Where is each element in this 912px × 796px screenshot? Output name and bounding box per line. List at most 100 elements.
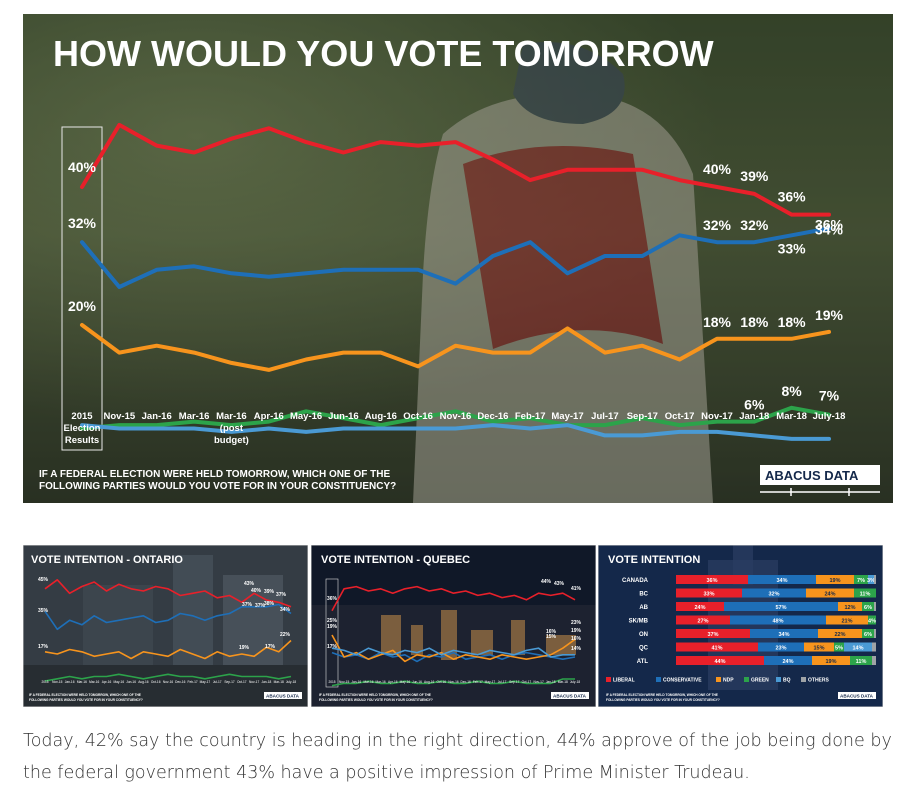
data-label-conservative-18: 32% [740,217,769,233]
bar-value-label: 6% [864,632,872,638]
x-tick-label: Nov-16 [163,680,174,684]
data-label: 37% [276,592,287,598]
regions-legend: LIBERAL CONSERVATIVE NDP GREEN BQ OTHERS [606,677,830,684]
x-tick-label: Mar-18 [274,680,284,684]
legend-swatch-others [801,677,806,682]
ontario-plot-area: 2015 Nov-15 Jan-16 Mar-16 Mar-16 Apr-16 May-16… [38,577,296,684]
data-label-liberal-18: 39% [740,168,769,184]
bar-bq [844,642,872,652]
bar-ndp [818,629,862,638]
data-label: 17% [327,644,338,650]
legend-label: CONSERVATIVE [663,678,702,684]
data-label: 16% [571,636,582,642]
data-label-green-20: 7% [819,388,840,404]
data-label: 45% [38,577,49,583]
liberal-line [80,122,831,217]
x-tick-label: Jan-16 [351,680,361,684]
liberal-line [331,585,576,612]
bar-others [874,575,876,584]
data-label-liberal-19: 36% [778,189,807,205]
data-label: 25% [327,618,338,624]
x-tick-label: Mar-16 [376,680,386,684]
svg-text:ABACUS DATA: ABACUS DATA [765,468,859,483]
data-label-ndp-18: 18% [740,314,769,330]
bar-ndp [812,656,850,665]
region-label: CANADA [622,578,649,584]
main-footnote-line2: FOLLOWING PARTIES WOULD YOU VOTE FOR IN … [39,481,396,492]
region-label: ATL [637,659,649,665]
x-tick-label: Mar-16 [363,680,373,684]
x-tick-label: Mar-18 [558,680,568,684]
legend-swatch-bq [776,677,781,682]
data-label: 19% [571,628,582,634]
data-label-green-19: 8% [781,383,802,399]
bar-liberal [676,615,730,625]
x-tick-label: Jun-16 [126,680,136,684]
ontario-footnote-line2: FOLLOWING PARTIES WOULD YOU VOTE FOR IN … [29,698,143,702]
regions-bars: CANADA 36% 34% 19% 7% 3% BC 33% 32% 24% 11% AB 24% 57… [622,575,876,665]
bar-value-label: 44% [714,659,725,665]
main-plot-area: 40% 40% 39% 36% 36% 32% 32% 32% 33% 34% 20% 18% 18% 1… [68,122,844,441]
x-tick-label: Nov-15 [52,680,63,684]
data-label: 43% [244,581,255,587]
data-label-liberal-17: 40% [703,161,732,177]
bar-value-label: 24% [824,591,835,597]
svg-text:ABACUS DATA: ABACUS DATA [266,694,300,699]
bar-value-label: 19% [825,659,836,665]
data-label-green-18: 6% [744,397,765,413]
legend-label: BQ [783,678,791,684]
bar-others [872,642,876,652]
x-tick-label: Oct-16 [151,680,161,684]
conservative-line [44,603,292,631]
data-label: 17% [38,644,49,650]
bar-liberal [676,575,748,584]
bar-liberal [676,602,724,611]
bar-ndp [838,602,862,611]
bar-value-label: 34% [778,632,789,638]
bar-ndp [806,588,854,598]
bar-green [862,602,874,611]
bar-value-label: 36% [706,578,717,584]
data-label: 40% [251,588,262,594]
ontario-footnote-line1: IF A FEDERAL ELECTION WERE HELD TOMORROW… [29,693,141,697]
x-tick-label: Nov-16 [448,680,459,684]
x-tick-label: Oct-16 [437,680,447,684]
green-line [44,673,292,682]
bar-value-label: 11% [860,591,871,597]
x-tick-label: May-17 [551,411,583,422]
data-label-conservative-19: 33% [778,240,807,256]
legend-swatch-liberal [606,677,611,682]
x-tick-label: Aug-16 [424,680,435,684]
data-label: 38% [264,601,275,607]
data-label: 34% [280,607,291,613]
x-tick-label: Jun-16 [412,680,422,684]
bar-value-label: 23% [775,645,786,651]
bar-value-label: 24% [782,659,793,665]
x-tick-label: Jul-17 [591,411,618,422]
data-label: 14% [571,646,582,652]
bar-value-label: 41% [711,645,722,651]
green-line [331,678,575,687]
x-tick-label: Mar-16 [89,680,99,684]
bar-value-label: 7% [857,578,865,584]
ontario-abacus-logo: ABACUS DATA [264,692,302,699]
x-tick-label: Nov-16 [440,411,472,422]
bar-value-label: 21% [841,618,852,624]
x-tick-label: Sep-17 [509,680,520,684]
bar-others [872,656,876,665]
bar-green [854,588,876,598]
x-tick-label: Sep-17 [224,680,235,684]
quebec-footnote-line2: FOLLOWING PARTIES WOULD YOU VOTE FOR IN … [319,698,433,702]
data-label-ndp-0: 20% [68,298,97,314]
x-tick-label: Jan-16 [142,411,172,422]
abacus-logo: ABACUS DATA [760,465,880,496]
x-tick-label: Jul-17 [213,680,222,684]
x-tick-label: Jan-18 [739,411,769,422]
data-label: 19% [327,624,338,630]
x-tick-label: Jan-18 [546,680,556,684]
green-line [80,405,831,431]
bar-green [868,615,876,625]
ndp-line [80,323,831,372]
bar-value-label: 27% [697,618,708,624]
data-label: 17% [265,644,276,650]
